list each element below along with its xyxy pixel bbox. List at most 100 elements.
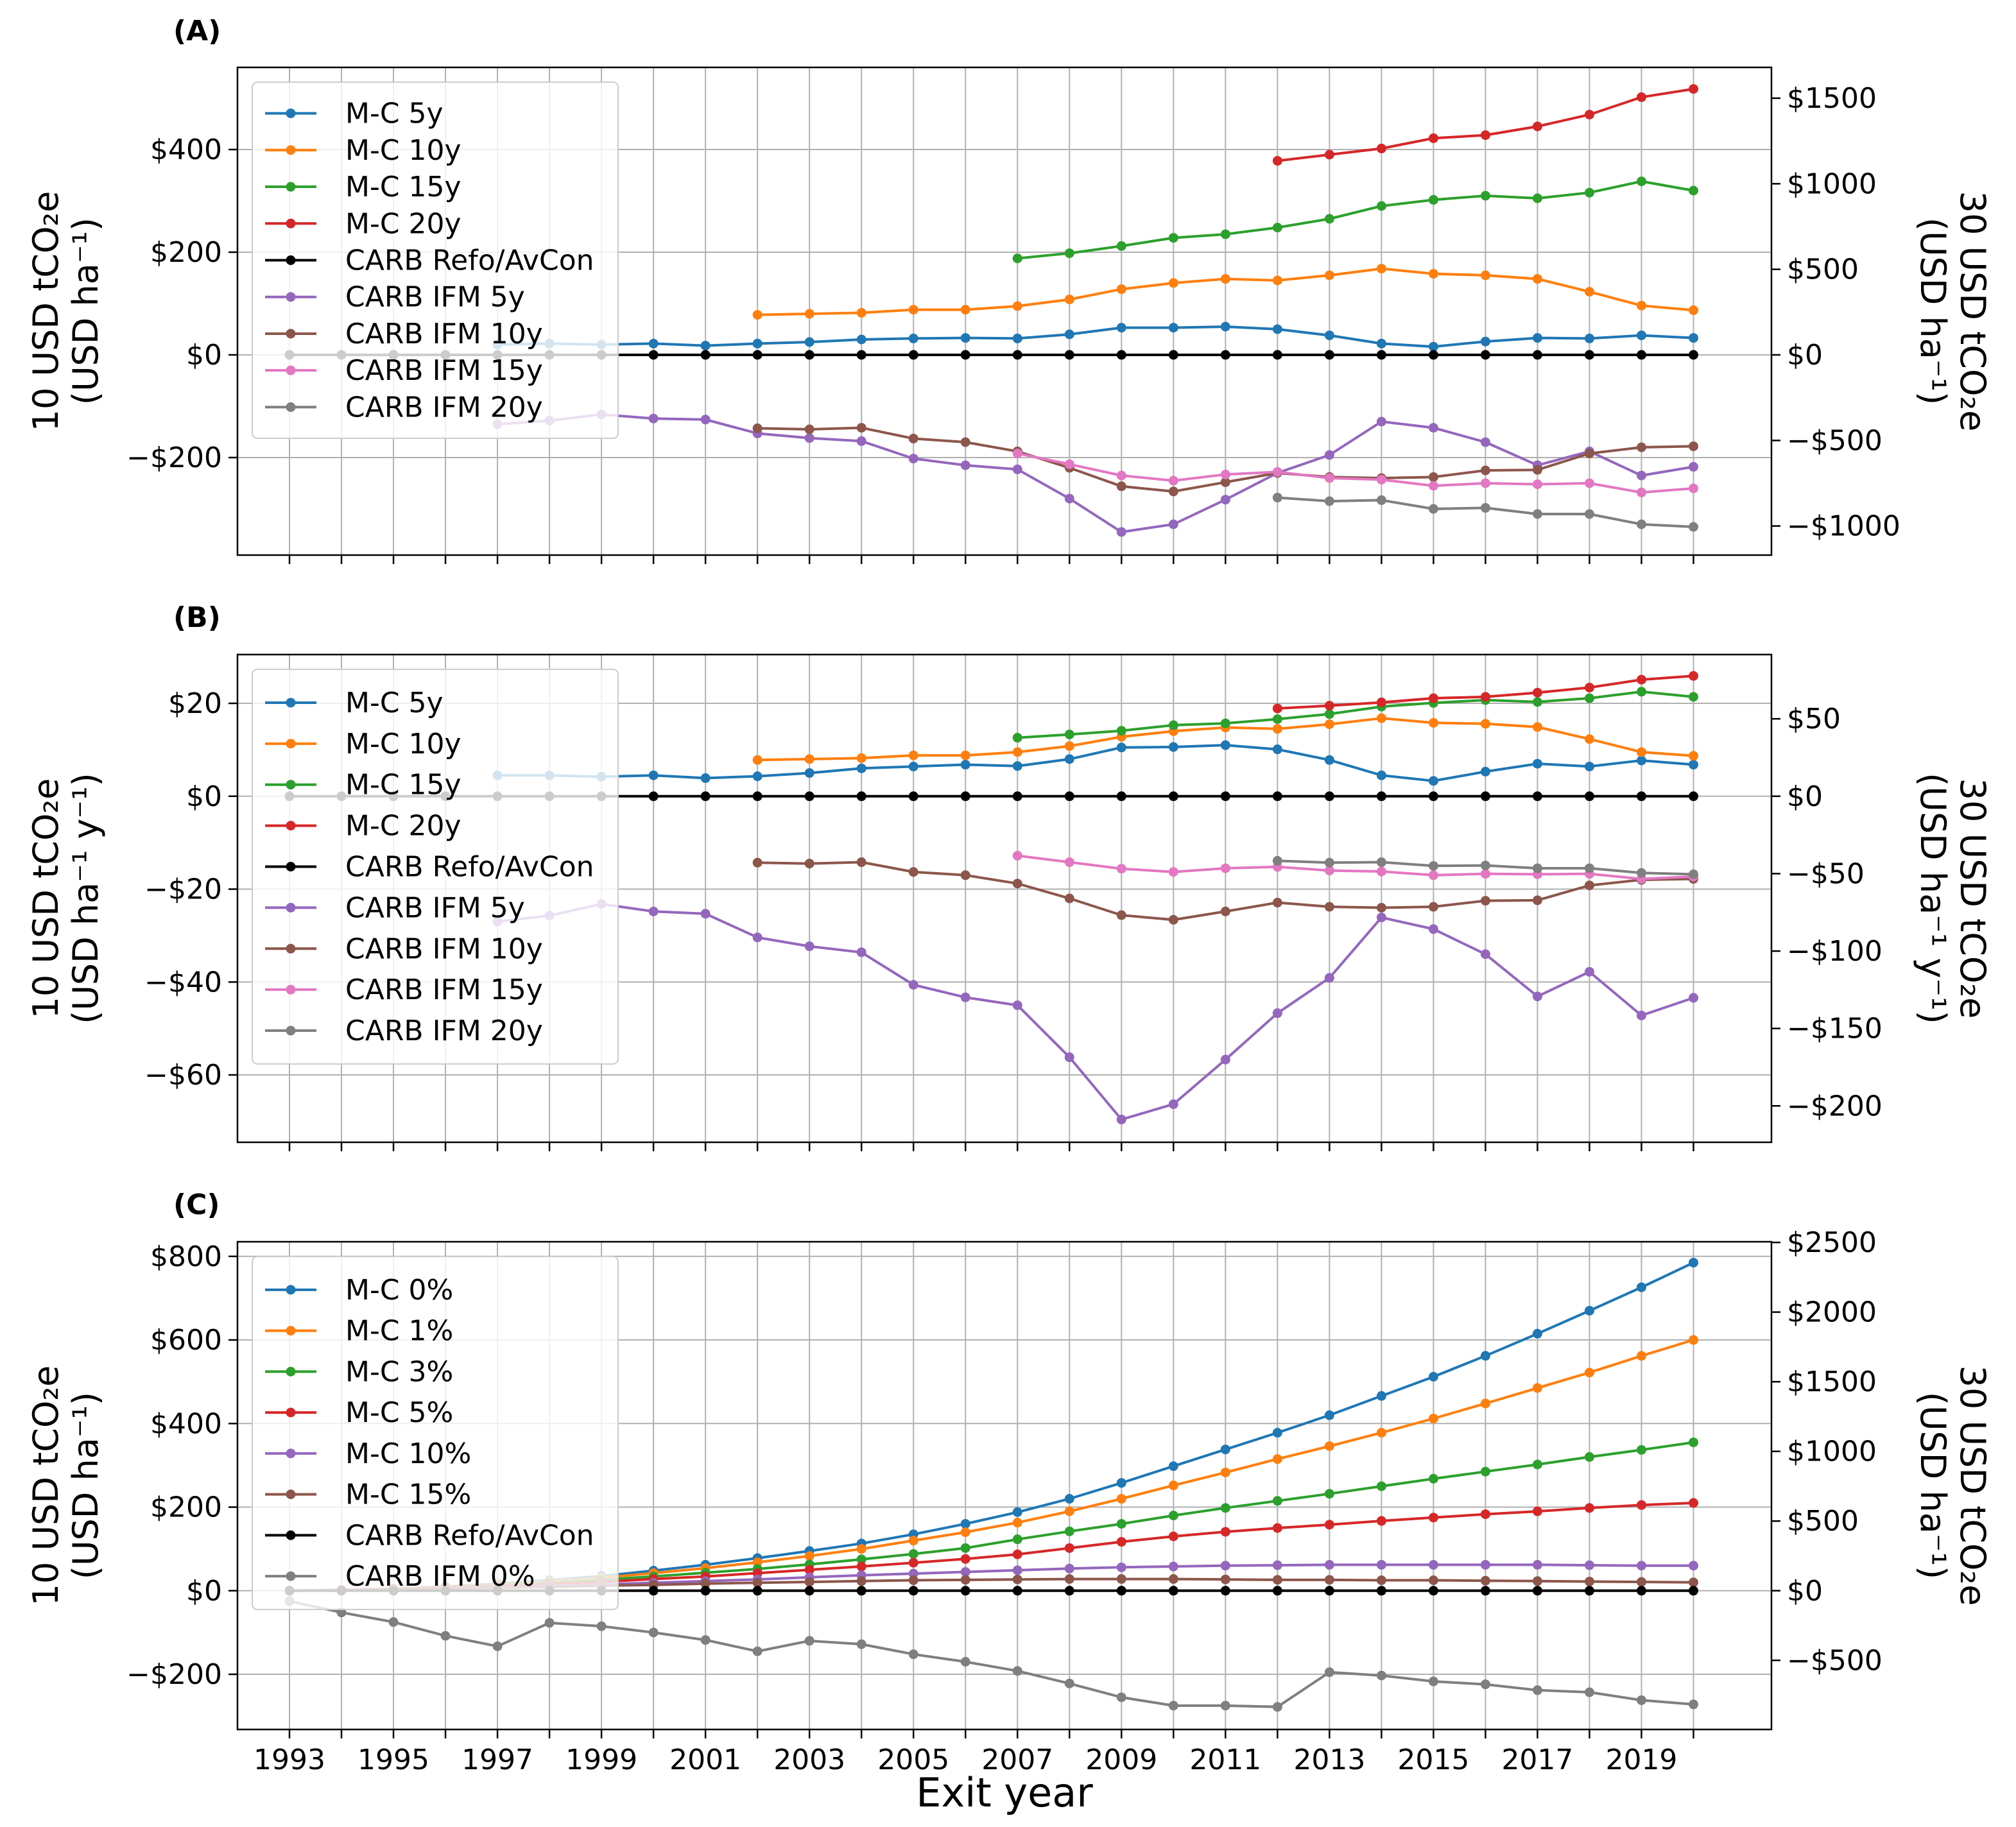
data-point (1168, 1480, 1178, 1491)
data-point (1636, 350, 1646, 360)
data-point (1532, 1383, 1542, 1393)
y-tick-label: $0 (186, 339, 222, 372)
data-point (648, 350, 659, 360)
legend-entry: M-C 10y (345, 728, 461, 760)
data-point (1168, 350, 1178, 360)
data-point (648, 770, 659, 780)
data-point (1376, 698, 1386, 708)
legend-box (252, 81, 619, 439)
y-tick-label: −$200 (126, 442, 222, 474)
data-point (1688, 1561, 1698, 1571)
data-point (1220, 1586, 1230, 1596)
data-point (908, 1536, 918, 1546)
legend-entry: CARB IFM 20y (345, 1015, 543, 1047)
y-tick-label: $20 (168, 687, 222, 720)
data-point (1688, 1498, 1698, 1508)
data-point (1376, 1559, 1386, 1570)
data-point (804, 941, 814, 952)
data-point (1168, 1099, 1178, 1110)
legend-entry: CARB IFM 5y (345, 281, 525, 314)
data-point (1064, 1574, 1074, 1584)
data-point (1428, 776, 1438, 786)
plot-frame (236, 66, 1773, 556)
y-axis-title-left-line1: 10 USD tCO₂e (26, 1366, 66, 1606)
data-point (1220, 469, 1230, 479)
data-point (908, 1568, 918, 1579)
data-point (804, 424, 814, 434)
data-point (1012, 1565, 1022, 1575)
data-point (1584, 333, 1594, 343)
data-point (960, 1586, 970, 1596)
data-point (1428, 350, 1438, 360)
data-point (1636, 1010, 1646, 1020)
data-point (492, 1641, 503, 1651)
data-point (1376, 1516, 1386, 1526)
data-point (1064, 754, 1074, 764)
data-point (1480, 437, 1490, 447)
data-point (1532, 1328, 1542, 1339)
legend-swatch-marker (286, 780, 296, 790)
data-point (1168, 867, 1178, 877)
data-point (1116, 1519, 1126, 1529)
data-point (1636, 1351, 1646, 1361)
data-point (1064, 248, 1074, 259)
data-point (1064, 1506, 1074, 1516)
data-point (1272, 855, 1282, 866)
y-tick-label-right: −$150 (1787, 1013, 1882, 1045)
data-point (856, 791, 866, 802)
data-point (908, 1649, 918, 1660)
data-point (1064, 329, 1074, 339)
x-tick-label: 1997 (461, 1744, 533, 1776)
data-point (804, 754, 814, 764)
legend-swatch-marker (286, 1530, 296, 1540)
data-point (388, 1617, 399, 1627)
data-point (1532, 1685, 1542, 1695)
data-point (908, 305, 918, 315)
y-tick-label-right: $1500 (1787, 82, 1877, 115)
data-point (1272, 467, 1282, 477)
y-tick-label-right: $1500 (1787, 1366, 1877, 1398)
data-point (1376, 1575, 1386, 1586)
data-point (1428, 481, 1438, 491)
data-point (1064, 350, 1074, 360)
data-point (1480, 350, 1490, 360)
data-point (804, 433, 814, 443)
data-point (752, 338, 762, 348)
data-point (908, 433, 918, 443)
legend-entry: CARB Refo/AvCon (345, 244, 594, 277)
data-point (1012, 850, 1022, 861)
y-tick-label-right: $1000 (1787, 1436, 1877, 1468)
data-point (1324, 214, 1334, 224)
series-carb-ifm-15y (1012, 850, 1698, 884)
data-point (1012, 449, 1022, 459)
series-m-c-20y (1272, 84, 1698, 166)
data-point (804, 791, 814, 802)
data-point (1584, 449, 1594, 459)
data-point (1428, 1559, 1438, 1570)
plot-frame (236, 1240, 1773, 1731)
data-point (1324, 270, 1334, 280)
legend-entry: CARB Refo/AvCon (345, 1519, 594, 1552)
legend-entry: CARB IFM 0% (345, 1560, 535, 1593)
data-point (1688, 1437, 1698, 1448)
legend-entry: M-C 5y (345, 98, 444, 130)
y-tick-label: −$60 (144, 1059, 222, 1092)
data-point (1428, 269, 1438, 279)
data-point (1480, 1351, 1490, 1361)
y-tick-label: $200 (150, 236, 222, 269)
y-tick-label: −$200 (126, 1658, 222, 1691)
data-point (856, 307, 866, 318)
x-tick-label: 2007 (981, 1744, 1053, 1776)
data-point (1324, 902, 1334, 912)
data-point (1012, 301, 1022, 311)
data-point (1376, 913, 1386, 923)
data-point (1272, 223, 1282, 233)
data-point (1012, 464, 1022, 474)
data-point (960, 791, 970, 802)
data-point (1532, 991, 1542, 1002)
y-tick-label-right: $0 (1787, 339, 1823, 372)
data-point (1168, 233, 1178, 243)
series-m-c-5y (492, 740, 1698, 786)
x-tick-label: 2013 (1293, 1744, 1365, 1776)
data-point (1220, 1527, 1230, 1537)
